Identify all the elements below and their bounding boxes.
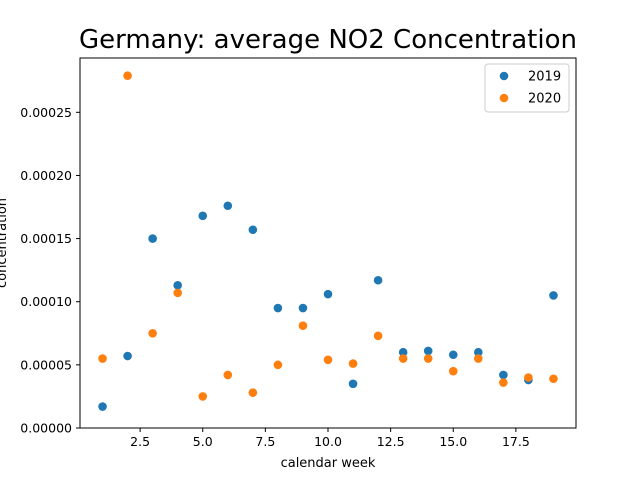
data-point-2020 <box>373 331 383 341</box>
data-point-2019 <box>499 370 508 380</box>
data-point-2019 <box>423 346 433 356</box>
x-axis-label: calendar week <box>281 456 376 471</box>
data-point-2020 <box>98 354 107 363</box>
x-tick-label: 17.5 <box>502 434 530 449</box>
x-tick-label: 12.5 <box>377 434 405 449</box>
data-point-2019 <box>148 234 157 243</box>
legend-marker-2019 <box>499 71 509 81</box>
data-point-2019 <box>373 275 383 285</box>
y-tick-label: 0.00020 <box>20 168 72 183</box>
data-point-2019 <box>549 291 558 300</box>
data-point-2019 <box>298 303 308 313</box>
data-point-2020 <box>248 388 258 397</box>
data-point-2019 <box>398 347 408 357</box>
legend: 2019 2020 <box>484 63 570 113</box>
data-point-2020 <box>348 359 358 368</box>
y-tick-label: 0.00005 <box>20 357 72 372</box>
data-point-2020 <box>549 374 558 384</box>
data-point-2020 <box>148 328 157 338</box>
data-point-2020 <box>123 71 132 80</box>
data-point-2019 <box>223 201 233 211</box>
data-point-2019 <box>123 351 132 361</box>
y-tick-label: 0.00025 <box>20 105 72 120</box>
x-tick-label: 2.5 <box>130 434 150 449</box>
data-point-2020 <box>524 373 533 382</box>
y-axis: 0.00000 0.00005 0.00010 0.00015 0.00020 0.000… <box>20 105 80 436</box>
legend-marker-2020 <box>499 93 509 103</box>
data-point-2019 <box>248 225 258 235</box>
y-axis-label: concentration <box>0 198 10 288</box>
x-tick-label: 7.5 <box>255 434 275 449</box>
data-point-2019 <box>448 350 458 360</box>
legend-label-2020: 2020 <box>528 92 561 107</box>
data-point-2020 <box>423 354 433 363</box>
data-point-2020 <box>223 370 233 380</box>
data-point-2019 <box>273 303 283 313</box>
data-point-2020 <box>474 354 483 363</box>
data-point-2020 <box>448 366 458 376</box>
data-point-2019 <box>474 347 483 357</box>
x-tick-label: 10.0 <box>314 434 342 449</box>
x-tick-label: 5.0 <box>193 434 213 449</box>
data-point-2020 <box>198 392 208 401</box>
chart-title: Germany: average NO2 Concentration <box>79 25 577 55</box>
y-tick-label: 0.00000 <box>20 421 72 436</box>
data-point-2019 <box>348 379 358 389</box>
x-tick-label: 15.0 <box>439 434 467 449</box>
data-point-2019 <box>323 289 333 299</box>
data-points <box>98 71 558 411</box>
data-point-2020 <box>273 360 283 370</box>
y-tick-label: 0.00010 <box>20 294 72 309</box>
legend-label-2019: 2019 <box>528 70 561 85</box>
data-point-2020 <box>298 321 308 331</box>
data-point-2019 <box>198 211 208 221</box>
data-point-2019 <box>173 281 182 290</box>
data-point-2019 <box>98 402 107 411</box>
data-point-2020 <box>499 378 508 387</box>
y-tick-label: 0.00015 <box>20 231 72 246</box>
data-point-2020 <box>323 355 333 365</box>
x-axis: 2.5 5.0 7.5 10.0 12.5 15.0 17.5 <box>130 428 530 449</box>
data-point-2020 <box>398 354 408 363</box>
data-point-2020 <box>173 288 182 298</box>
